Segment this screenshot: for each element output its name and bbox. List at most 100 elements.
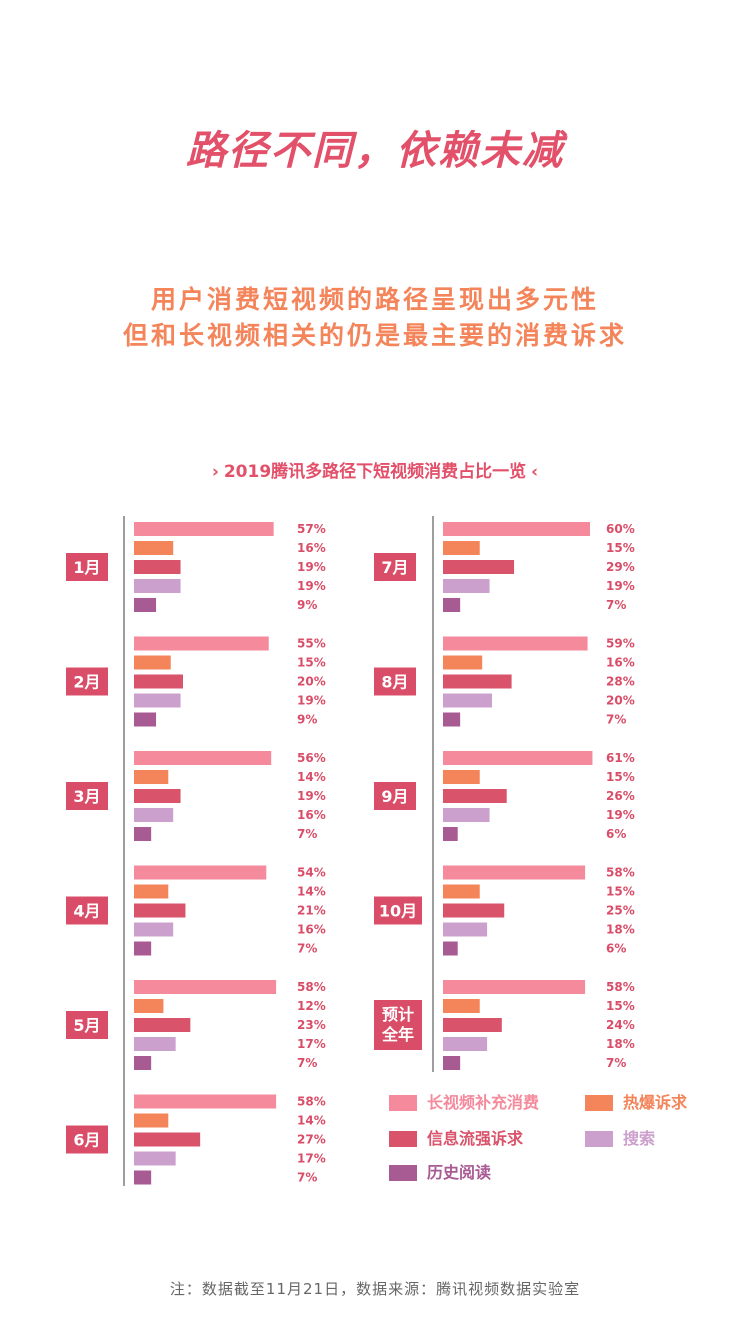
data-label: 28% xyxy=(606,675,635,689)
group-badge xyxy=(66,782,108,810)
group-badge xyxy=(66,896,108,925)
data-label: 18% xyxy=(606,923,635,937)
data-label: 60% xyxy=(606,522,635,536)
data-label: 14% xyxy=(297,1114,326,1128)
bar xyxy=(134,560,181,574)
bar xyxy=(443,808,490,822)
bar xyxy=(134,770,169,784)
bar xyxy=(134,827,152,841)
data-label: 15% xyxy=(606,541,635,555)
data-label: 9% xyxy=(297,713,317,727)
bar xyxy=(443,884,480,899)
legend-swatch xyxy=(389,1165,417,1181)
bar xyxy=(134,655,171,670)
bar xyxy=(134,541,174,555)
data-label: 25% xyxy=(606,904,635,918)
bar xyxy=(134,999,164,1013)
group-badge xyxy=(66,553,108,581)
group-label: 全年 xyxy=(381,1025,414,1044)
bar xyxy=(443,674,512,689)
group-badge xyxy=(374,553,416,581)
bar xyxy=(134,808,174,822)
bar xyxy=(134,1094,277,1109)
legend-swatch xyxy=(389,1131,417,1147)
group-label: 5月 xyxy=(73,1016,100,1035)
data-label: 24% xyxy=(606,1018,635,1032)
data-label: 15% xyxy=(297,656,326,670)
bar xyxy=(134,865,267,880)
group-label: 9月 xyxy=(381,787,408,806)
bar xyxy=(134,522,274,536)
bar xyxy=(443,636,588,651)
bar xyxy=(134,1037,176,1051)
data-label: 58% xyxy=(606,866,635,880)
bar xyxy=(134,712,157,727)
group-badge xyxy=(374,1000,422,1050)
bar xyxy=(443,980,586,994)
data-label: 16% xyxy=(297,808,326,822)
bar xyxy=(134,1151,176,1166)
bar xyxy=(134,922,174,937)
bar xyxy=(443,598,461,612)
data-label: 16% xyxy=(297,923,326,937)
data-label: 7% xyxy=(606,598,626,612)
bar xyxy=(443,770,480,784)
bar xyxy=(443,751,593,765)
bar xyxy=(134,636,269,651)
data-label: 61% xyxy=(606,751,635,765)
data-label: 19% xyxy=(606,579,635,593)
chart-heading: › 2019腾讯多路径下短视频消费占比一览 ‹ xyxy=(0,457,750,482)
bar xyxy=(134,941,152,956)
bar xyxy=(134,789,181,803)
bar xyxy=(443,1037,488,1051)
bar xyxy=(443,865,586,880)
data-label: 19% xyxy=(297,579,326,593)
data-label: 55% xyxy=(297,637,326,651)
chevron-left-icon: ‹ xyxy=(531,462,539,482)
data-label: 20% xyxy=(297,675,326,689)
group-label: 1月 xyxy=(73,558,100,577)
data-label: 58% xyxy=(297,980,326,994)
group-label: 6月 xyxy=(73,1131,100,1150)
bar xyxy=(134,1170,152,1185)
bar xyxy=(134,693,181,708)
group-label: 2月 xyxy=(73,673,100,692)
data-label: 57% xyxy=(297,522,326,536)
bar xyxy=(443,922,488,937)
data-label: 19% xyxy=(297,789,326,803)
bar xyxy=(443,712,461,727)
bar xyxy=(443,941,458,956)
data-label: 26% xyxy=(606,789,635,803)
data-label: 7% xyxy=(297,1056,317,1070)
bar xyxy=(443,560,515,574)
legend-label: 搜索 xyxy=(623,1129,656,1148)
bar xyxy=(443,541,480,555)
bar xyxy=(134,579,181,593)
bar xyxy=(443,789,507,803)
legend-swatch xyxy=(585,1131,613,1147)
bar xyxy=(134,884,169,899)
bar xyxy=(134,751,272,765)
group-label: 7月 xyxy=(381,558,408,577)
group-badge xyxy=(66,667,108,696)
group-label: 10月 xyxy=(379,902,417,921)
data-label: 27% xyxy=(297,1133,326,1147)
bar xyxy=(134,1132,201,1147)
bar xyxy=(443,655,483,670)
bar xyxy=(443,1018,502,1032)
data-label: 59% xyxy=(606,637,635,651)
data-label: 6% xyxy=(606,942,626,956)
footnote: 注：数据截至11月21日，数据来源：腾讯视频数据实验室 xyxy=(169,1280,581,1298)
data-label: 7% xyxy=(606,1056,626,1070)
bar xyxy=(443,522,590,536)
subtitle-line-1: 用户消费短视频的路径呈现出多元性 xyxy=(150,285,599,314)
data-label: 18% xyxy=(606,1037,635,1051)
data-label: 15% xyxy=(606,999,635,1013)
data-label: 7% xyxy=(297,942,317,956)
group-badge xyxy=(374,896,422,925)
data-label: 21% xyxy=(297,904,326,918)
bar xyxy=(134,674,183,689)
chart-legend: 长视频补充消费 热爆诉求 信息流强诉求 搜索 历史阅读 xyxy=(389,1092,719,1192)
data-label: 54% xyxy=(297,866,326,880)
data-label: 23% xyxy=(297,1018,326,1032)
